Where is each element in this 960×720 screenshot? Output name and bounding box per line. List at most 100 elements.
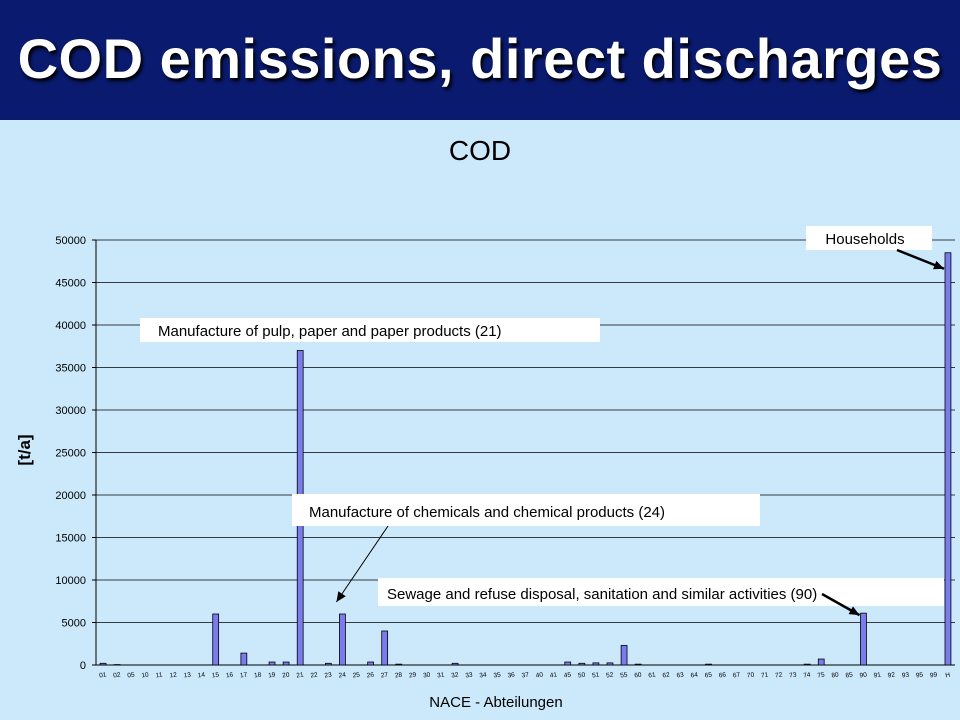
x-axis-label: NACE - Abteilungen [429, 694, 562, 711]
bar [944, 252, 952, 666]
annotation-pulp-paper: Manufacture of pulp, paper and paper pro… [158, 323, 502, 340]
x-tick-label: 20 [282, 671, 291, 679]
x-tick-label: 91 [873, 671, 882, 679]
x-tick-label: 02 [113, 671, 122, 679]
x-tick-label: 93 [901, 671, 910, 679]
bar [634, 663, 642, 666]
x-tick-label: 01 [99, 671, 108, 679]
x-tick-label: 62 [662, 671, 671, 679]
x-tick-label: 74 [803, 671, 812, 679]
x-tick-label: 75 [817, 671, 826, 679]
x-tick-label: 60 [634, 671, 643, 679]
y-tick-label: 20000 [55, 490, 86, 502]
x-tick-label: 32 [451, 671, 460, 679]
arrowhead-households [933, 260, 945, 270]
x-tick-label: 25 [352, 671, 361, 679]
bar [705, 663, 712, 666]
x-tick-label: 14 [197, 671, 206, 679]
x-tick-label: 05 [127, 671, 136, 679]
x-tick-label: 63 [676, 671, 685, 679]
bar [99, 662, 107, 666]
x-tick-label: 17 [240, 671, 249, 679]
x-tick-label: 61 [648, 671, 657, 679]
x-tick-label: 34 [479, 671, 488, 679]
x-tick-label: 67 [732, 671, 741, 679]
bar [282, 661, 290, 666]
x-tick-label: 50 [578, 671, 587, 679]
chart-title: COD [449, 135, 511, 166]
bar [212, 613, 220, 666]
x-tick-label: 90 [859, 671, 868, 679]
bar [339, 613, 346, 666]
y-tick-label: 50000 [55, 235, 86, 247]
bar [817, 658, 825, 666]
x-tick-label: 71 [761, 671, 770, 679]
x-tick-label: 37 [521, 671, 530, 679]
bar [367, 661, 374, 666]
annotation-chemicals: Manufacture of chemicals and chemical pr… [309, 504, 665, 521]
x-tick-label: 73 [789, 671, 798, 679]
bar [592, 662, 600, 666]
annotation-sewage: Sewage and refuse disposal, sanitation a… [387, 586, 817, 603]
y-tick-label: 15000 [55, 533, 86, 545]
annotation-pulp-paper-bg [140, 318, 600, 342]
annotation-sewage-bg [378, 578, 944, 606]
annotations: Households Manufacture of pulp, paper and… [140, 226, 945, 617]
arrowhead-chemicals [336, 591, 346, 602]
x-tick-label: 35 [493, 671, 502, 679]
x-tick-label: 13 [183, 671, 192, 679]
bar [860, 612, 867, 666]
x-tick-label: 29 [409, 671, 418, 679]
bar [620, 645, 628, 666]
y-tick-label: 30000 [55, 405, 86, 417]
annotation-households: Households [825, 231, 904, 248]
x-tick-label: 33 [465, 671, 474, 679]
x-tick-label: 26 [366, 671, 375, 679]
bar [564, 661, 572, 666]
x-tick-label: 64 [690, 671, 699, 679]
y-axis-label: [t/a] [15, 434, 34, 465]
x-tick-label: 72 [775, 671, 784, 679]
x-tick-label: 11 [155, 672, 163, 680]
x-tick-label: 27 [380, 671, 389, 679]
x-tick-label: 65 [704, 671, 713, 679]
x-tick-label: 24 [338, 671, 347, 679]
x-tick-label: 55 [620, 671, 629, 679]
arrow-chemicals [336, 525, 389, 603]
y-tick-label: 40000 [55, 320, 86, 332]
x-tick-label: 85 [845, 671, 854, 679]
x-tick-label: 12 [169, 671, 178, 679]
x-tick-label: 15 [211, 671, 220, 679]
bar [451, 662, 459, 666]
y-axis-ticks: 0 5000 10000 15000 20000 25000 30000 35000 40000… [55, 235, 96, 672]
y-tick-label: 0 [80, 660, 86, 672]
x-tick-label: 51 [592, 671, 601, 679]
slide-title: COD emissions, direct discharges [17, 27, 943, 90]
x-tick-label: 22 [310, 671, 319, 679]
bar [803, 663, 811, 666]
x-tick-label: 95 [916, 671, 925, 679]
x-tick-label: 70 [747, 671, 756, 679]
x-tick-label: 16 [226, 671, 235, 679]
x-tick-label: 28 [394, 671, 403, 679]
x-tick-label: 21 [296, 671, 305, 679]
x-tick-label: 23 [324, 671, 333, 679]
x-tick-label: 31 [437, 671, 446, 679]
cod-bar-chart: COD 0 5000 10000 15000 20000 25000 30000 35000 4… [15, 135, 955, 711]
annotation-households-bg [806, 226, 932, 250]
y-tick-label: 5000 [62, 618, 86, 630]
x-tick-label: H [945, 672, 951, 680]
x-tick-label: 99 [930, 671, 939, 679]
x-tick-label: 52 [606, 671, 615, 679]
y-tick-label: 35000 [55, 363, 86, 375]
slide-header: COD emissions, direct discharges [0, 0, 960, 120]
x-tick-label: 92 [887, 671, 896, 679]
x-tick-label: 66 [718, 671, 727, 679]
x-axis-ticks: 01 02 05 10 11 12 13 14 15 16 17 18 19 20 21 22 23 24 25 26… [99, 671, 951, 679]
bar [395, 663, 403, 666]
grid-lines [96, 239, 955, 623]
x-tick-label: 30 [423, 671, 432, 679]
x-tick-label: 10 [141, 671, 150, 679]
bar [268, 661, 276, 666]
annotation-chemicals-bg [292, 494, 760, 526]
